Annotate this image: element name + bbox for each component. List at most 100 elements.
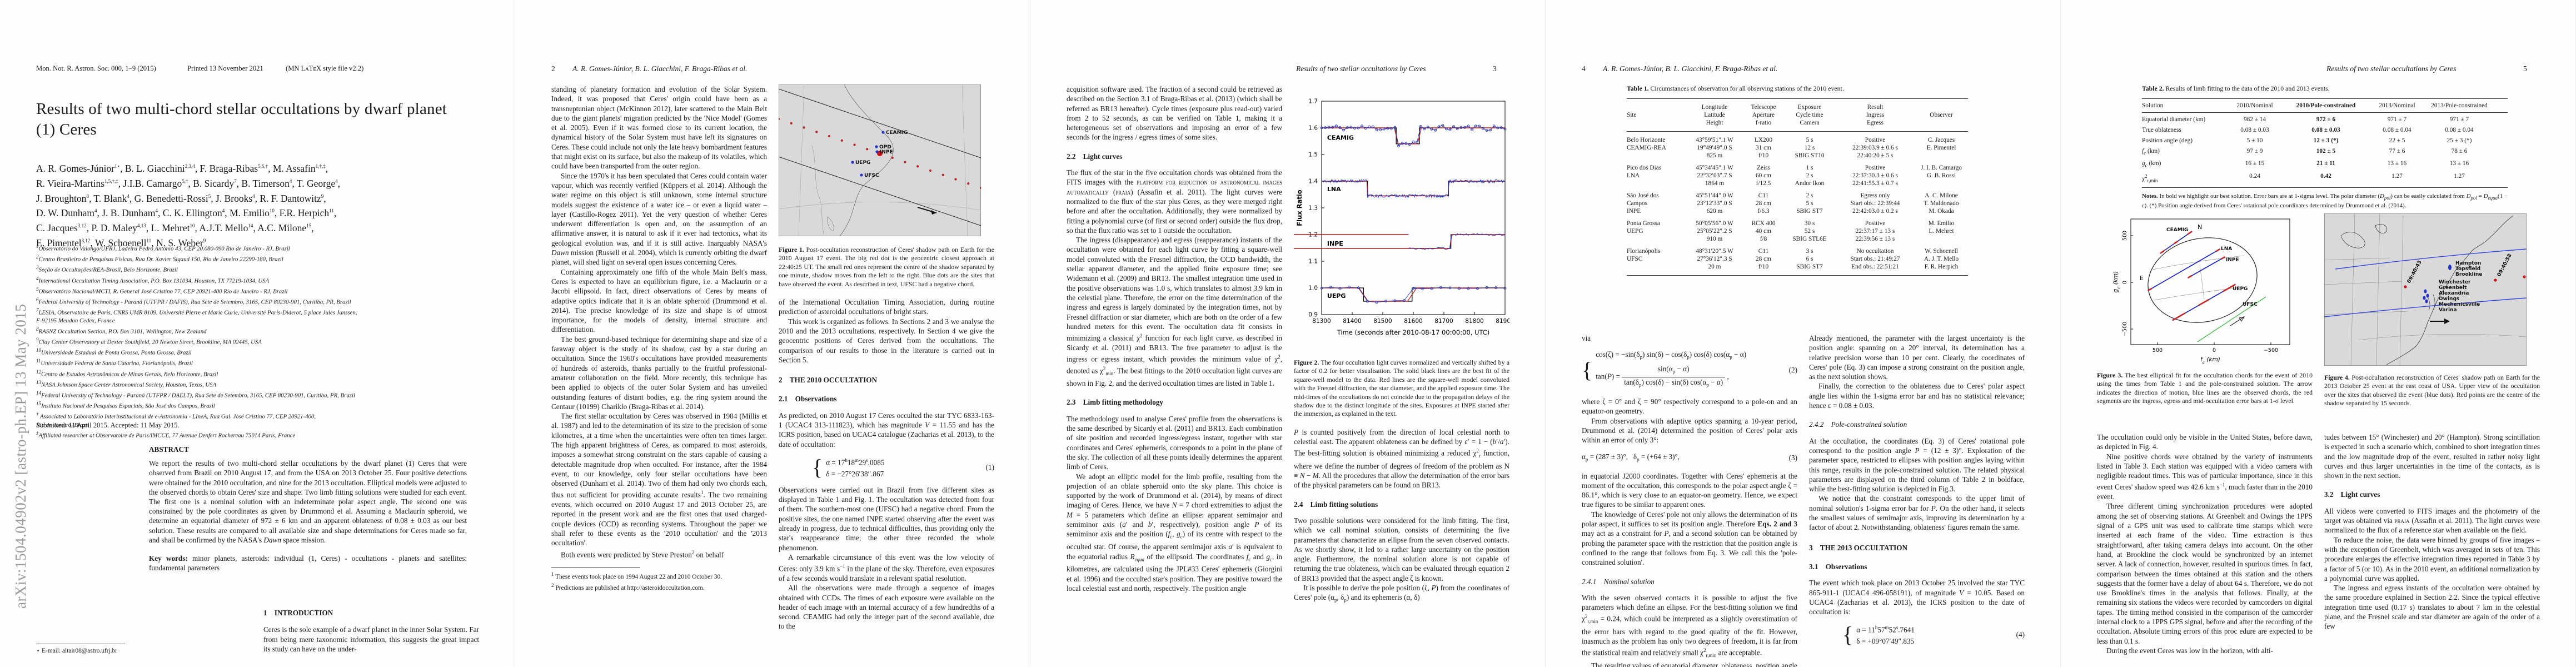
svg-text:N: N — [2198, 223, 2202, 231]
table-cell: Zeiss 60 cm f/12.5 — [1756, 165, 1771, 187]
page-number: 4 — [1582, 64, 1586, 73]
affil: ‡Affiliated researcher at Observatoire d… — [36, 430, 296, 439]
table-cell: Solution — [2142, 102, 2164, 109]
paragraph: It is possible to derive the pole positi… — [1294, 584, 1509, 603]
abstract-block: ABSTRACT We report the results of two mu… — [149, 445, 467, 573]
svg-text:1.7: 1.7 — [1308, 98, 1318, 105]
intro-paragraph: Ceres is the sole example of a dwarf pla… — [263, 625, 479, 653]
table-cell: LX200 31 cm f/10 — [1754, 137, 1772, 159]
running-authors: A. R. Gomes-Júnior, B. L. Giacchini, F. … — [572, 64, 748, 73]
footnote-email: ⋆ E-mail: altair08@astro.ufrj.br — [36, 644, 247, 655]
keywords: Key words: minor planets, asteroids: ind… — [149, 554, 467, 573]
printed-line: Printed 13 November 2021 — [187, 64, 263, 72]
svg-text:UFSC: UFSC — [2243, 302, 2258, 307]
table-cell: Observer — [1930, 112, 1953, 118]
author-list: A. R. Gomes-Júnior1⋆, B. L. Giacchini2,3… — [36, 160, 475, 250]
table-cell: 78 ± 6 — [2451, 148, 2468, 155]
series-label: LNA — [1327, 186, 1341, 193]
table-cell: Positive 22:37:30.3 ± 0.6 s 22:41:55.3 ± 0… — [1852, 165, 1898, 187]
table-rule — [1627, 275, 1968, 276]
figure-4-shadow-path-map: 09:40:43 09:40:58HamptonTopsfieldBrooklin… — [2324, 213, 2527, 366]
table-cell: Telescope Aperture f-ratio — [1751, 104, 1776, 126]
svg-text:UEPG: UEPG — [2233, 286, 2248, 292]
table-cell: 12 ± 3 (*) — [2313, 137, 2339, 144]
paragraph: Nine positive chords were obtained by th… — [2097, 452, 2313, 501]
table-cell: 13 ± 16 — [2449, 160, 2469, 167]
table-row: Site Longitude Latitude Height Telescope Ape… — [1627, 103, 1968, 127]
author-line: R. Vieira-Martins1,5,†,‡, J.I.B. Camargo… — [36, 177, 341, 189]
table-row: Pico dos Dias LNA 45°34′45″.1 W 22°32′03″.… — [1627, 164, 1968, 187]
section-3-heading: 3 THE 2013 OCCULTATION — [1809, 543, 1908, 552]
table-cell: W. Schoenell A. J. T. Mello F. R. Herpich — [1924, 248, 1959, 270]
author-line: C. Jacques3,12, P. D. Maley4,13, L. Mehr… — [36, 222, 314, 234]
table-cell: Positive 22:39:03.9 ± 0.6 s 22:40:20 ± 5 s — [1852, 137, 1898, 159]
table-cell: 0.08 ± 0.03 — [2311, 127, 2340, 133]
paragraph: The flux of the star in the five occulta… — [1067, 168, 1283, 235]
affil: 6Federal University of Technology - Para… — [36, 296, 351, 306]
table-2: Table 2. Results of limb fitting to the … — [2142, 84, 2508, 210]
paragraph: The occultation could only be visible in… — [2097, 433, 2313, 451]
page5-left-column: The occultation could only be visible in… — [2097, 432, 2313, 655]
paragraph: At the occultation, the coordinates (Eq.… — [1809, 436, 2025, 494]
table-cell: 0.42 — [2320, 172, 2331, 180]
equation-2: {cos(ζ) = −sin(δp) sin(δ) − cos(δp) cos(… — [1582, 350, 1797, 388]
page-number: 3 — [1493, 64, 1497, 73]
page5-right-column: tudes between 15° (Winchester) and 20° (… — [2324, 432, 2540, 631]
table-cell: C11 28 cm f/10 — [1756, 248, 1771, 270]
affil: 13NASA Johnson Space Center Astronomical… — [36, 379, 217, 389]
table-cell: 30 s 52 s SBIG STL6E — [1792, 220, 1827, 242]
table-cell: M. Emilio L. Mehret — [1928, 220, 1955, 235]
table-cell: 97 ± 9 — [2246, 148, 2263, 155]
table-cell: 16 ± 15 — [2245, 160, 2265, 167]
paragraph: The best ground-based technique for dete… — [551, 335, 767, 411]
paragraph: As predicted, on 2010 August 17 Ceres oc… — [779, 411, 994, 449]
paragraph: All videos were converted to FITS images… — [2324, 506, 2540, 535]
site-label: Varina — [2439, 307, 2457, 313]
table-cell: Belo Horizonte CEAMIG-REA — [1627, 137, 1666, 151]
series-label: UEPG — [1327, 292, 1346, 300]
svg-text:500: 500 — [2122, 231, 2128, 241]
svg-text:1.0: 1.0 — [1308, 285, 1318, 292]
table-cell: 0.08 ± 0.04 — [2445, 127, 2474, 133]
affil: 5Observatório Nacional/MCTI, R. General … — [36, 286, 288, 295]
table-1-grid: Site Longitude Latitude Height Telescope Ape… — [1627, 103, 1968, 271]
series-label: INPE — [1327, 240, 1343, 247]
table-row: fc (km) 97 ± 9 102 ± 5 77 ± 6 78 ± 6 — [2142, 147, 2508, 157]
running-title: Results of two stellar occultations by C… — [2326, 64, 2457, 73]
table-cell: Longitude Latitude Height — [1701, 104, 1728, 126]
svg-text:E: E — [2140, 275, 2144, 282]
footnote-1: 1 These events took place on 1994 August… — [551, 571, 723, 581]
svg-text:fc (km): fc (km) — [2200, 356, 2220, 365]
table-cell: 22 ± 5 — [2389, 137, 2405, 144]
figure-3-elliptical-fit: 500 0 −500 500 0 −500 fc (km) gc (km) CEAMIG LNA I… — [2112, 218, 2290, 365]
paragraph: With the seven observed contacts it is p… — [1582, 593, 1797, 659]
paragraph: Observations were carried out in Brazil … — [779, 485, 994, 552]
page4-left-column: via {cos(ζ) = −sin(δp) sin(δ) − cos(δp) … — [1582, 334, 1797, 667]
table-cell: 982 ± 14 — [2243, 116, 2266, 123]
page-number: 5 — [2523, 64, 2527, 73]
author-line: J. Broughton8, T. Blank4, G. Benedetti-R… — [36, 192, 326, 204]
svg-text:LNA: LNA — [2221, 246, 2232, 252]
site-label: Owings — [2439, 296, 2459, 302]
paragraph: Three different timing synchronization p… — [2097, 502, 2313, 645]
author-line: A. R. Gomes-Júnior1⋆, B. L. Giacchini2,3… — [36, 162, 328, 174]
arxiv-stamp: arXiv:1504.04902v2 [astro-ph.EP] 13 May … — [12, 303, 29, 609]
table-cell: 0.08 ± 0.04 — [2383, 127, 2411, 133]
table-row: χ2r,min 0.24 0.42 1.27 1.27 — [2142, 172, 2508, 185]
svg-text:81300: 81300 — [1312, 318, 1331, 325]
table-cell: 13 ± 16 — [2387, 160, 2407, 167]
paragraph: Two possible solutions were considered f… — [1294, 516, 1509, 583]
svg-text:1.3: 1.3 — [1308, 205, 1318, 212]
svg-text:Time (seconds after 2010-08-17: Time (seconds after 2010-08-17 00:00:00,… — [1337, 328, 1490, 336]
svg-text:1.1: 1.1 — [1308, 258, 1318, 265]
table-cell: 48°31′20″.5 W 27°36′12″.3 S 20 m — [1696, 248, 1733, 270]
paragraph: in equatorial J2000 coordinates. Togethe… — [1582, 471, 1797, 509]
table-cell: 972 ± 6 — [2316, 116, 2336, 123]
equation-1: {α = 17h18m29s.0085 δ = −27°26′38″.867 (1) — [779, 456, 994, 479]
table-cell: São José dos Campos INPE — [1627, 192, 1659, 215]
paragraph: The ingress (disappearance) and egress (… — [1067, 236, 1282, 388]
